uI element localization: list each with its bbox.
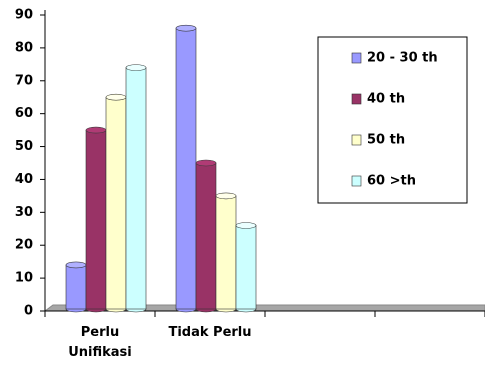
bar [175, 27, 197, 310]
bar [85, 129, 107, 310]
bar [105, 96, 127, 310]
y-tick-label: 90 [15, 8, 33, 23]
y-tick-label: 80 [15, 40, 33, 55]
legend-swatch [351, 93, 362, 105]
legend-swatch [351, 134, 362, 146]
bar [195, 162, 217, 310]
y-tick-label: 30 [15, 205, 33, 220]
y-tick-label: 10 [15, 271, 33, 286]
bar [235, 225, 257, 310]
bar [125, 67, 147, 310]
x-tick-label: Tidak Perlu [168, 325, 252, 340]
bar-cap [215, 192, 237, 200]
y-tick-label: 20 [15, 238, 33, 253]
y-tick-label: 0 [24, 304, 33, 319]
bar [215, 195, 237, 310]
legend-swatch [351, 52, 362, 64]
legend-box [317, 36, 468, 204]
y-tick-label: 50 [15, 139, 33, 154]
legend-label: 40 th [367, 92, 405, 107]
bar [65, 264, 87, 310]
y-tick-label: 40 [15, 172, 33, 187]
legend-label: 60 >th [367, 174, 416, 189]
bar-cap [195, 159, 217, 167]
legend-label: 20 - 30 th [367, 51, 438, 66]
legend-swatch [351, 175, 362, 187]
bar-cap [105, 93, 127, 101]
bar-cap [235, 222, 257, 229]
bar-cap [65, 261, 87, 269]
bar-cap [175, 24, 197, 32]
y-tick-label: 60 [15, 106, 33, 121]
bar-cap [85, 126, 107, 134]
y-tick-label: 70 [15, 73, 33, 88]
legend-label: 50 th [367, 133, 405, 148]
x-tick-label: Perlu Unifikasi [68, 325, 132, 360]
bar-cap [125, 64, 147, 71]
